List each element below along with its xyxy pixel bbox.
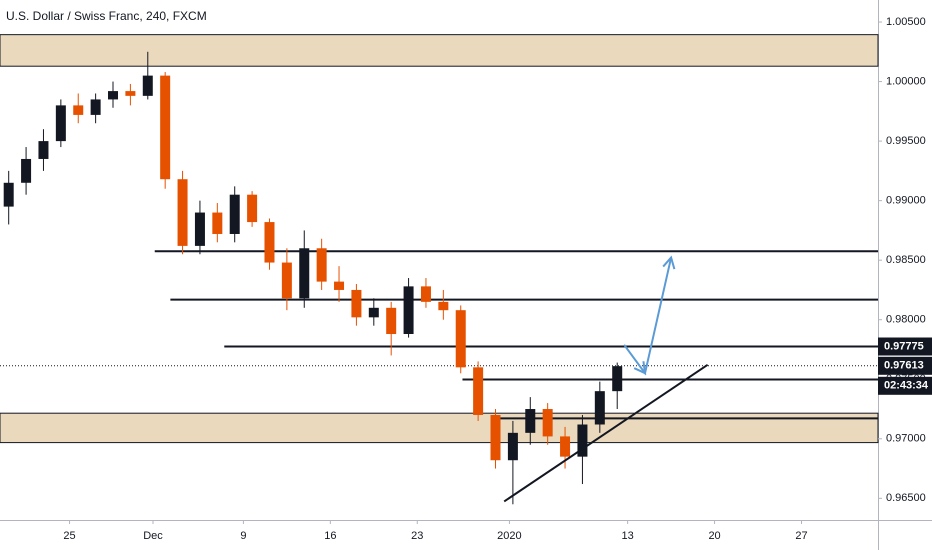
y-tick-label: 0.99000 — [886, 195, 926, 207]
candle-body — [386, 307, 397, 335]
candle-body — [125, 91, 136, 96]
price-label: 0.97613 — [884, 360, 924, 372]
y-tick-label: 0.99500 — [886, 135, 926, 147]
candle-body — [160, 75, 171, 180]
x-tick-label: 9 — [240, 530, 246, 542]
trend-line — [503, 364, 709, 503]
arrow-head — [633, 361, 647, 375]
candle-body — [542, 409, 553, 437]
countdown: 02:43:34 — [884, 380, 929, 392]
price-label-box — [878, 337, 932, 356]
x-tick-label: 2020 — [497, 530, 521, 542]
candle-body — [38, 141, 49, 159]
price-label-box — [878, 356, 932, 375]
arrow-head — [662, 255, 676, 270]
x-tick-label: 23 — [411, 530, 423, 542]
x-tick-label: 20 — [708, 530, 720, 542]
x-tick-label: 16 — [324, 530, 336, 542]
candle-body — [90, 99, 101, 115]
candle-body — [455, 310, 466, 368]
candle-body — [177, 179, 188, 246]
candle-body — [420, 286, 431, 302]
candle-body — [55, 105, 66, 142]
candle-body — [194, 212, 205, 246]
candle-body — [3, 182, 14, 207]
candle-body — [403, 286, 414, 335]
candle-body — [438, 301, 449, 311]
candle-body — [334, 281, 345, 290]
candle-body — [316, 248, 327, 282]
countdown-box — [878, 376, 932, 395]
candle-body — [594, 391, 605, 425]
candle-body — [142, 75, 153, 96]
price-label: 0.97775 — [884, 340, 924, 352]
candle-body — [612, 366, 623, 392]
y-tick-label: 0.98500 — [886, 254, 926, 266]
candle-body — [351, 289, 362, 318]
x-tick-label: 27 — [795, 530, 807, 542]
candle-body — [73, 105, 84, 115]
candle-body — [281, 262, 292, 299]
candle-body — [264, 222, 275, 263]
candle-body — [21, 158, 32, 183]
zone — [0, 34, 879, 67]
candle-body — [108, 91, 119, 100]
candle-body — [473, 367, 484, 415]
y-tick-label: 1.00000 — [886, 75, 926, 87]
y-tick-label: 0.97000 — [886, 433, 926, 445]
candle-body — [229, 194, 240, 234]
chart-title: U.S. Dollar / Swiss Franc, 240, FXCM — [6, 9, 207, 23]
candle-body — [560, 436, 571, 457]
candle-body — [490, 414, 501, 461]
candle-body — [525, 409, 536, 433]
candle-body — [577, 424, 588, 457]
candle-body — [507, 432, 518, 461]
candle-body — [247, 194, 258, 223]
candle-body — [368, 307, 379, 318]
y-tick-label: 0.98000 — [886, 314, 926, 326]
candle-body — [212, 212, 223, 234]
y-tick-label: 1.00500 — [886, 16, 926, 28]
x-tick-label: Dec — [143, 530, 163, 542]
candle-body — [299, 248, 310, 299]
x-tick-label: 25 — [63, 530, 75, 542]
y-tick-label: 0.96500 — [886, 492, 926, 504]
x-tick-label: 13 — [622, 530, 634, 542]
